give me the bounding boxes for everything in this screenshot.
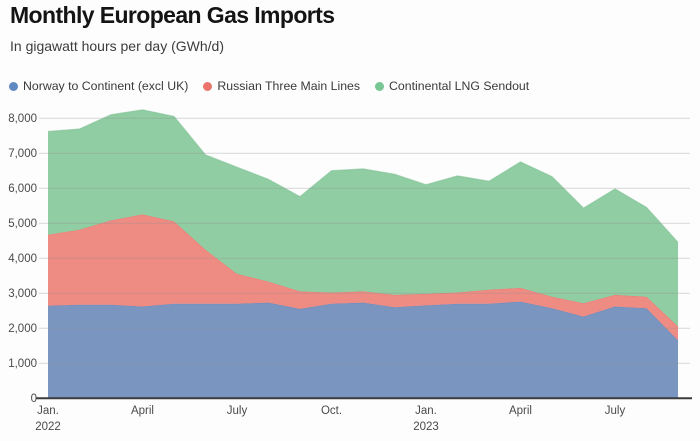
y-tick-label: 6,000 <box>8 183 37 195</box>
y-gridlines <box>39 117 690 364</box>
legend-dot-icon <box>203 81 213 91</box>
area-2 <box>48 109 678 327</box>
area-0 <box>48 301 678 399</box>
x-tick-label: July <box>605 405 626 417</box>
y-axis-labels: 0 1,000 2,000 3,000 4,000 5,000 6,000 7,000 8,00… <box>8 113 37 405</box>
legend-dot-icon <box>9 81 18 91</box>
x-tick-label: Jan. <box>37 405 59 417</box>
y-tick-label: 2,000 <box>8 323 37 335</box>
figure-subtitle: In gigawatt hours per day (GWh/d) <box>10 38 224 54</box>
chart-legend: Norway to Continent (excl UK) Russian Thr… <box>9 79 529 93</box>
x-tick-sublabel: 2022 <box>35 421 61 433</box>
legend-label: Norway to Continent (excl UK) <box>23 79 189 93</box>
y-tick-label: 4,000 <box>8 253 37 265</box>
y-tick-label: 5,000 <box>8 218 37 230</box>
x-tick-sublabel: 2023 <box>413 421 439 433</box>
y-tick-label: 8,000 <box>8 113 37 125</box>
legend-label: Russian Three Main Lines <box>217 79 361 93</box>
x-tick-label: April <box>131 405 154 417</box>
x-tick-label: Oct. <box>321 405 342 417</box>
x-tick-label: April <box>509 405 532 417</box>
area-series <box>47 109 679 399</box>
x-tick-label: Jan. <box>415 405 437 417</box>
area-1 <box>48 214 678 341</box>
y-tick-label: 0 <box>31 393 37 405</box>
y-tick-label: 3,000 <box>8 288 37 300</box>
legend-item-2: Continental LNG Sendout <box>375 79 529 93</box>
figure-title: Monthly European Gas Imports <box>10 2 335 28</box>
area-edge-2 <box>47 109 679 243</box>
y-tick-label: 7,000 <box>8 148 37 160</box>
x-tick-label: July <box>227 405 248 417</box>
legend-label: Continental LNG Sendout <box>389 79 530 93</box>
legend-item-1: Russian Three Main Lines <box>203 79 360 93</box>
legend-dot-icon <box>375 81 385 91</box>
legend-item-0: Norway to Continent (excl UK) <box>9 79 188 93</box>
y-tick-label: 1,000 <box>8 358 37 370</box>
x-axis-labels: Jan. 2022 April July Oct. Jan. 2023 April July <box>35 405 625 433</box>
